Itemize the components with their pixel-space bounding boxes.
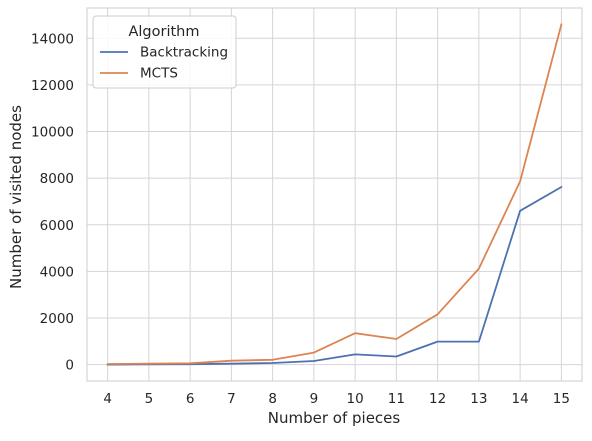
x-tick-label: 10 bbox=[347, 391, 364, 407]
y-tick-label: 4000 bbox=[40, 264, 74, 280]
x-axis-label: Number of pieces bbox=[268, 409, 401, 427]
y-tick-label: 12000 bbox=[31, 78, 74, 94]
x-tick-label: 9 bbox=[310, 391, 319, 407]
x-tick-label: 4 bbox=[103, 391, 112, 407]
y-tick-label: 8000 bbox=[40, 171, 74, 187]
series-layer bbox=[106, 23, 563, 366]
axes-frame bbox=[86, 7, 583, 382]
x-tick-label: 14 bbox=[512, 391, 529, 407]
x-tick-label: 7 bbox=[227, 391, 236, 407]
x-tick-label: 6 bbox=[186, 391, 195, 407]
x-tick-label: 13 bbox=[470, 391, 487, 407]
y-tick-label: 0 bbox=[65, 358, 74, 374]
y-tick-label: 14000 bbox=[31, 31, 74, 47]
plot-frame bbox=[86, 7, 583, 382]
x-tick-labels: 4 5 6 7 8 9 10 11 12 13 14 15 bbox=[103, 391, 570, 407]
y-tick-label: 2000 bbox=[40, 311, 74, 327]
x-tick-label: 15 bbox=[553, 391, 570, 407]
legend: Algorithm Backtracking MCTS bbox=[92, 15, 237, 89]
legend-label-backtracking: Backtracking bbox=[140, 45, 228, 61]
x-tick-label: 8 bbox=[268, 391, 277, 407]
x-tick-label: 12 bbox=[429, 391, 446, 407]
y-tick-label: 10000 bbox=[31, 125, 74, 141]
y-tick-labels: 0 2000 4000 6000 8000 10000 12000 14000 bbox=[31, 31, 74, 373]
legend-title: Algorithm bbox=[128, 24, 199, 40]
legend-label-mcts: MCTS bbox=[140, 66, 178, 82]
x-tick-label: 5 bbox=[145, 391, 154, 407]
series-line-mcts bbox=[106, 23, 563, 365]
legend-box bbox=[92, 15, 237, 89]
y-tick-label: 6000 bbox=[40, 218, 74, 234]
x-tick-label: 11 bbox=[388, 391, 405, 407]
y-axis-label: Number of visited nodes bbox=[7, 105, 25, 289]
